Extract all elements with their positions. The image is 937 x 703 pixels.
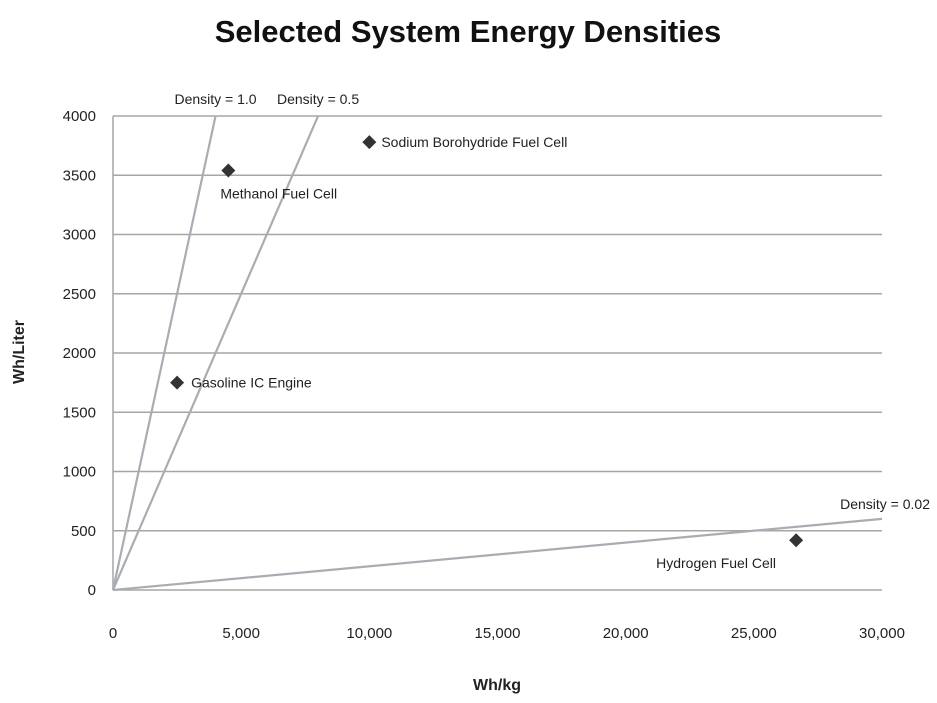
x-tick-label: 15,000 [475, 625, 521, 642]
data-point-label: Gasoline IC Engine [191, 375, 312, 391]
data-point [362, 135, 377, 150]
y-tick-label: 2500 [63, 286, 96, 303]
data-point [789, 533, 804, 548]
x-tick-label: 20,000 [603, 625, 649, 642]
reference-line-label: Density = 0.02 [840, 496, 930, 512]
y-tick-label: 4000 [63, 108, 96, 125]
data-point-label: Sodium Borohydride Fuel Cell [381, 134, 567, 150]
data-point [221, 163, 236, 178]
x-tick-label: 30,000 [859, 625, 905, 642]
x-tick-label: 0 [109, 625, 117, 642]
y-tick-label: 0 [88, 582, 96, 599]
x-tick-label: 10,000 [346, 625, 392, 642]
x-tick-label: 5,000 [222, 625, 260, 642]
y-tick-label: 3500 [63, 167, 96, 184]
x-tick-label: 25,000 [731, 625, 777, 642]
y-tick-label: 3000 [63, 227, 96, 244]
x-axis-label: Wh/kg [473, 677, 521, 694]
y-tick-label: 1500 [63, 404, 96, 421]
data-point-label: Methanol Fuel Cell [220, 186, 337, 202]
y-axis-label: Wh/Liter [11, 320, 28, 384]
y-tick-label: 1000 [63, 464, 96, 481]
reference-line [112, 517, 883, 592]
reference-line-label: Density = 0.5 [277, 91, 359, 107]
reference-line [111, 115, 320, 591]
y-tick-label: 500 [71, 523, 96, 540]
data-point [170, 375, 185, 390]
data-point-label: Hydrogen Fuel Cell [656, 555, 776, 571]
reference-line [111, 115, 217, 591]
y-tick-label: 2000 [63, 345, 96, 362]
reference-line-label: Density = 1.0 [174, 91, 256, 107]
chart-title: Selected System Energy Densities [215, 14, 722, 49]
